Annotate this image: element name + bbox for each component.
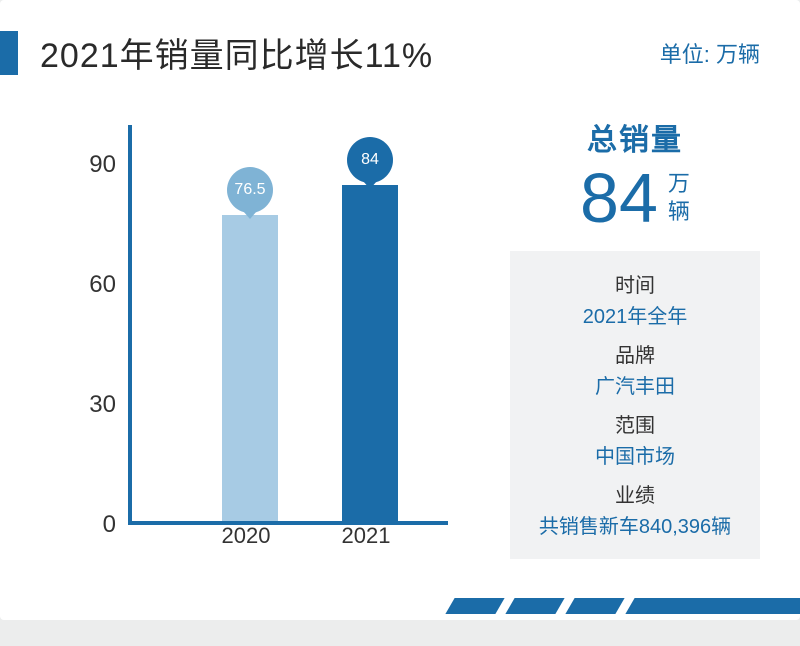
y-axis-tick: 60 [89, 271, 116, 299]
info-value: 共销售新车840,396辆 [520, 510, 750, 539]
y-axis-tick: 90 [89, 151, 116, 179]
total-row: 84 万 辆 [510, 163, 760, 233]
card: 2021年销量同比增长11% 单位: 万辆 76.5 84 0 30 60 90 2020… [0, 0, 800, 620]
bar-value-marker: 76.5 [227, 167, 273, 213]
header: 2021年销量同比增长11% 单位: 万辆 [0, 0, 800, 99]
info-label: 时间 [520, 269, 750, 298]
unit-label: 单位: 万辆 [660, 37, 760, 69]
total-sales-block: 总销量 84 万 辆 [510, 115, 760, 233]
stripe-icon [625, 598, 800, 614]
stripe-icon [565, 598, 624, 614]
bar-fill [342, 185, 398, 521]
total-unit-line1: 万 [668, 170, 690, 199]
chart-plot: 76.5 84 [128, 125, 448, 525]
info-label: 品牌 [520, 339, 750, 368]
marker-tail-icon [243, 211, 257, 219]
stripe-icon [505, 598, 564, 614]
bar-chart: 76.5 84 0 30 60 90 2020 2021 [60, 115, 480, 575]
total-unit: 万 辆 [668, 170, 690, 233]
info-label: 范围 [520, 409, 750, 438]
chart-bar: 84 [342, 185, 398, 521]
info-value: 2021年全年 [520, 300, 750, 329]
marker-circle: 84 [347, 137, 393, 183]
header-accent-bar [0, 31, 18, 75]
chart-bar: 76.5 [222, 215, 278, 521]
total-number: 84 [580, 163, 658, 233]
total-unit-line2: 辆 [668, 198, 690, 227]
x-axis-label: 2020 [206, 523, 286, 549]
bar-value-marker: 84 [347, 137, 393, 183]
page-title: 2021年销量同比增长11% [40, 28, 660, 77]
y-axis-tick: 30 [89, 391, 116, 419]
info-value: 中国市场 [520, 440, 750, 469]
info-box: 时间2021年全年品牌广汽丰田范围中国市场业绩共销售新车840,396辆 [510, 251, 760, 559]
info-label: 业绩 [520, 479, 750, 508]
marker-tail-icon [363, 181, 377, 189]
total-title: 总销量 [510, 115, 760, 159]
main-content: 76.5 84 0 30 60 90 2020 2021 总销量 84 万 辆 时间2021… [0, 99, 800, 599]
stripe-icon [445, 598, 504, 614]
marker-circle: 76.5 [227, 167, 273, 213]
side-panel: 总销量 84 万 辆 时间2021年全年品牌广汽丰田范围中国市场业绩共销售新车8… [480, 115, 760, 599]
bar-fill [222, 215, 278, 521]
y-axis-tick: 0 [103, 511, 116, 539]
decorative-stripes [445, 598, 800, 614]
info-value: 广汽丰田 [520, 370, 750, 399]
x-axis-label: 2021 [326, 523, 406, 549]
